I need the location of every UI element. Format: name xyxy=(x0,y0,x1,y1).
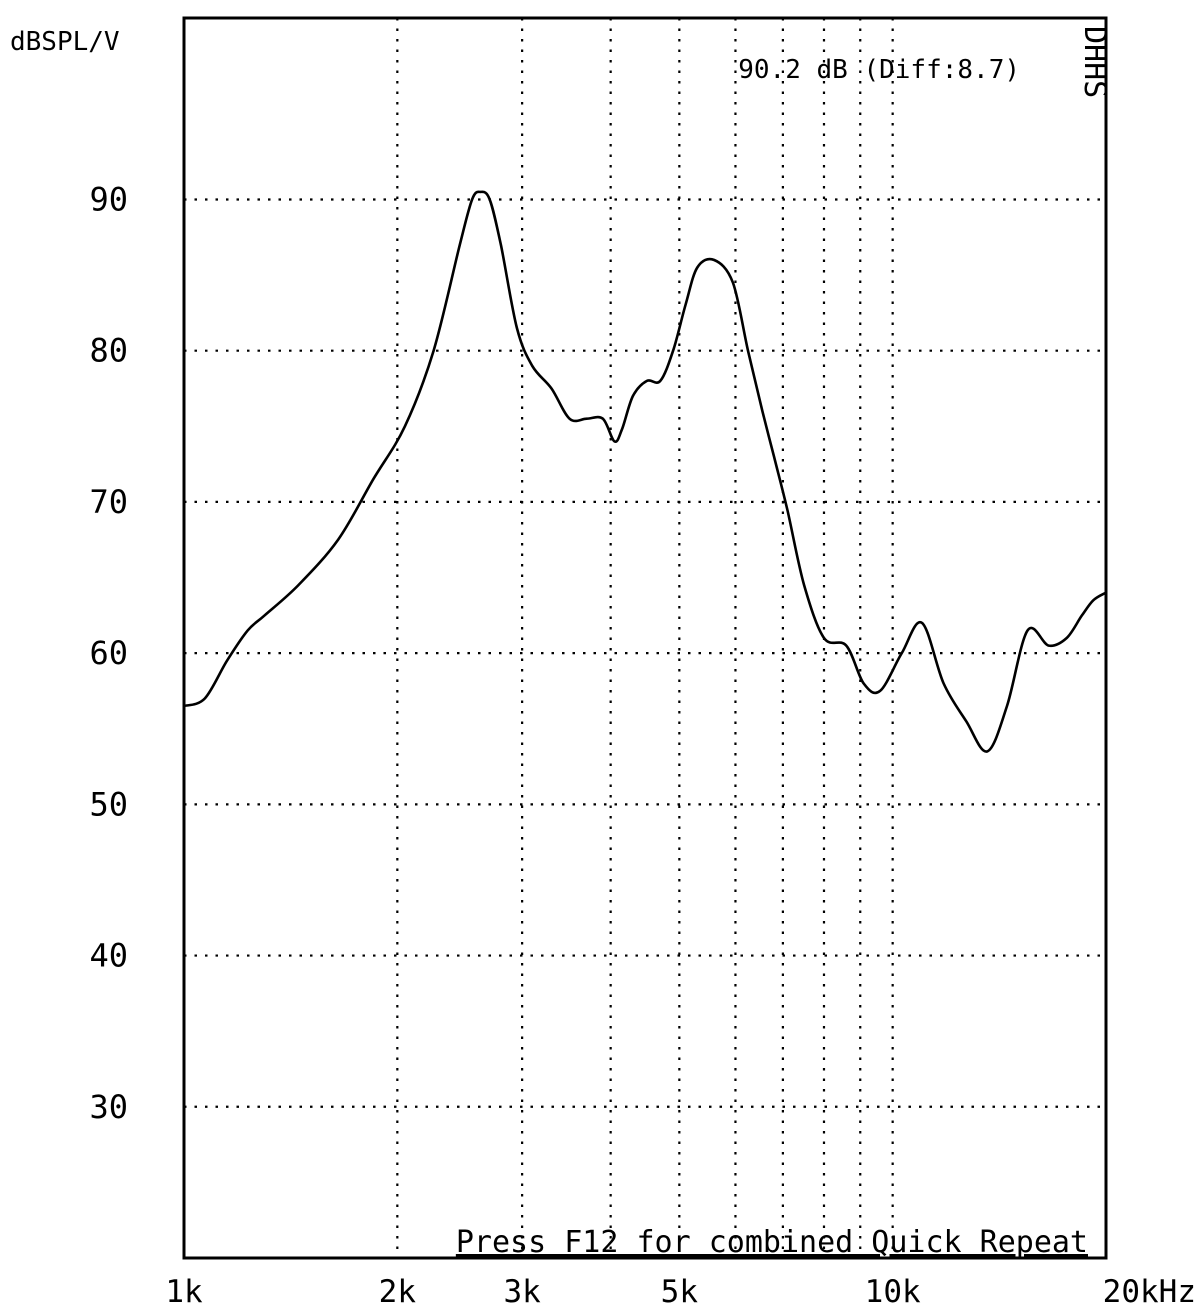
plot-frame xyxy=(182,16,1108,1260)
y-axis-label: dBSPL/V xyxy=(10,27,120,57)
series-line xyxy=(182,190,1108,753)
level-readout: 90.2 dB (Diff:8.7) xyxy=(738,55,1020,85)
x-tick-label: 1k xyxy=(165,1274,203,1310)
x-tick-labels: 1k 2k 3k 5k 10k 20kHz xyxy=(165,1274,1196,1310)
x-tick-label: 5k xyxy=(661,1274,699,1310)
y-tick-label: 80 xyxy=(89,332,128,370)
x-tick-label: 20kHz xyxy=(1103,1274,1196,1310)
x-tick-label: 3k xyxy=(503,1274,541,1310)
y-tick-label: 90 xyxy=(89,180,128,218)
x-tick-label: 10k xyxy=(865,1274,921,1310)
y-tick-labels: 90 80 70 60 50 40 30 xyxy=(89,180,128,1125)
y-tick-label: 30 xyxy=(89,1088,128,1126)
footer-hint: Press F12 for combined Quick Repeat xyxy=(456,1225,1088,1260)
y-tick-label: 50 xyxy=(89,785,128,823)
y-tick-label: 60 xyxy=(89,634,128,672)
corner-label: DHHS xyxy=(1077,26,1112,98)
grid xyxy=(184,18,1106,1258)
y-tick-label: 40 xyxy=(89,937,128,975)
x-tick-label: 2k xyxy=(379,1274,417,1310)
y-tick-label: 70 xyxy=(89,483,128,521)
